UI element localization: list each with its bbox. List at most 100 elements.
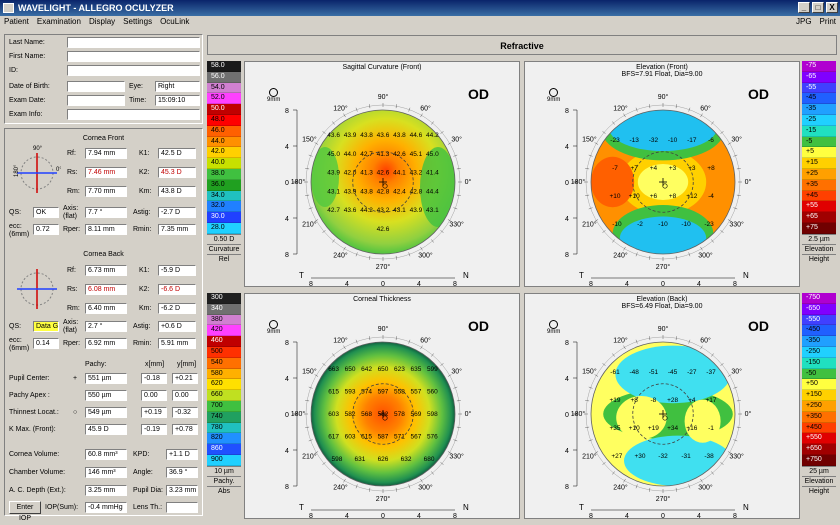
close-button[interactable]: X [826,2,838,13]
thickness-color-scale[interactable]: 300 340 380 420 460 500 540 580 620 660 700 740 780 8… [207,293,241,496]
last-name-field[interactable] [67,37,200,48]
x-tick: 8 [453,281,457,288]
pachy-row-x: +0.19 [141,407,167,418]
map-value: 44.1 [393,170,406,177]
pachy-row-symbol: + [73,375,78,382]
scale-step: -45 [802,93,836,105]
map-value: 43.2 [410,170,423,177]
scale-step: 820 [207,433,241,445]
scale-cap2[interactable]: Abs [207,485,241,496]
zoom-icon[interactable]: 9mm [547,88,560,103]
scale-cap2[interactable]: Rel [207,253,241,264]
x-tick: 0 [381,513,385,520]
corneal-thickness-map[interactable]: Corneal Thickness OD 9mm 90° 120° 60° 150° 30° 1… [244,293,520,520]
rper-label: Rper: [63,226,81,233]
map-value: -2 [637,221,643,228]
map-value: 603 [345,433,356,440]
map-title: Corneal Thickness [245,296,519,303]
eye-field[interactable]: Right [155,81,200,92]
menu-patient[interactable]: Patient [4,17,29,26]
back-rs-label: Rs: [67,286,78,293]
scale-cap1[interactable]: Curvature [207,243,241,254]
id-field[interactable] [67,65,200,76]
map-value: 43.8 [360,188,373,195]
map-value: 680 [424,456,435,463]
exam-info-field[interactable] [67,109,200,120]
pachy-row-label: Pachy Apex : [9,392,50,399]
map-value: 42.8 [410,188,423,195]
map-value: -4 [708,193,714,200]
id-label: ID: [9,67,18,74]
first-name-field[interactable] [67,51,200,62]
menu-settings[interactable]: Settings [123,17,153,26]
exam-date-field[interactable] [67,95,125,106]
menu-jpg[interactable]: JPG [795,17,812,26]
map-value: 43.8 [360,132,373,139]
maximize-button[interactable]: □ [812,2,824,13]
scale-cap2[interactable]: Height [802,253,836,264]
elevation-back-color-scale[interactable]: -750 -650 -550 -450 -350 -250 -150 -50 +50 +150 +2… [802,293,836,496]
scale-cap1[interactable]: Elevation [802,475,836,486]
scale-step: +450 [802,422,836,434]
scale-step: 10 µm [207,465,241,476]
scale-step: -50 [802,368,836,380]
angle-label: 180° [571,410,586,418]
y-tick: 4 [285,216,289,223]
pachy-row-y: +0.21 [172,373,198,384]
scale-cap1[interactable]: Pachy. [207,475,241,486]
y-tick: 0 [285,180,289,187]
scale-step: +35 [802,179,836,191]
scale-step: -25 [802,114,836,126]
pupil-dia-label: Pupil Dia: [133,487,163,494]
angle-label: 150° [582,368,597,376]
kpd-field: +1.1 D [166,449,198,460]
map-value: 43.9 [344,132,357,139]
sagittal-curvature-map[interactable]: Sagittal Curvature (Front) OD 9mm 90° 120° 60… [244,61,520,288]
scale-step: 42.0 [207,147,241,159]
scale-step: +45 [802,190,836,202]
minimize-button[interactable]: _ [798,2,810,13]
y-tick: 0 [565,180,569,187]
menu-oculink[interactable]: OcuLink [160,17,190,26]
zoom-icon[interactable]: 9mm [267,88,280,103]
eye-od-label: OD [748,86,769,102]
front-qs-field: OK [33,207,59,218]
scale-step: 30.0 [207,212,241,223]
map-value: 582 [378,411,389,418]
back-qs-label: QS: [9,323,22,330]
angle-label: 210° [582,453,597,461]
scale-cap1[interactable]: Elevation [802,243,836,254]
curvature-color-scale[interactable]: 58.0 56.0 54.0 52.0 50.0 48.0 46.0 44.0 42.0 40.0… [207,61,241,264]
nasal-label: N [743,271,749,280]
temporal-label: T [579,503,584,512]
scale-step: +65 [802,212,836,223]
menu-display[interactable]: Display [88,17,116,26]
map-plot: 90° 120° 60° 150° 30° 180° 0° 210° 330° 240° 300° 2… [285,325,472,520]
scale-cap2[interactable]: Height [802,485,836,496]
kpd-label: KPD: [133,451,150,458]
zoom-icon[interactable]: 9mm [267,320,280,335]
angle-label: 120° [333,104,348,112]
menu-examination[interactable]: Examination [36,17,81,26]
scale-step: 40.0 [207,158,241,169]
scale-step: -550 [802,314,836,326]
scale-step: -650 [802,303,836,315]
enter-iop-button[interactable]: Enter IOP [9,501,41,522]
angle-label: 0° [465,410,472,418]
elevation-back-map[interactable]: Elevation (Back) BFS=6.49 Float, Dia=9.00… [524,293,800,520]
menu-print[interactable]: Print [819,17,836,26]
time-field[interactable]: 15:09:10 [155,95,200,106]
map-value: 43.1 [426,207,439,214]
map-value: 43.1 [327,188,340,195]
map-value: -38 [704,453,714,460]
dob-field[interactable] [67,81,125,92]
pachy-row-label: K Max. (Front): [9,426,56,433]
zoom-icon[interactable]: 9mm [547,320,560,335]
elevation-front-map[interactable]: Elevation (Front) BFS=7.91 Float, Dia=9.0… [524,61,800,288]
angle-label: 330° [449,221,464,229]
map-value: 632 [401,456,412,463]
elevation-front-color-scale[interactable]: -75 -65 -55 -45 -35 -25 -15 -5 +5 +15 +25 +35 +45 +55… [802,61,836,264]
map-value: +28 [667,397,678,404]
scale-step: 0.50 D [207,233,241,244]
map-value: +35 [609,425,620,432]
